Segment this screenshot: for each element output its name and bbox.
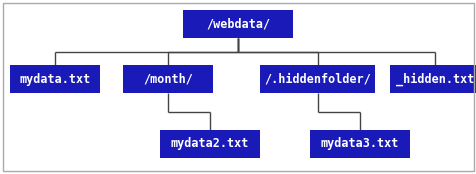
- Text: /.hiddenfolder/: /.hiddenfolder/: [264, 73, 371, 85]
- Text: /month/: /month/: [143, 73, 192, 85]
- FancyBboxPatch shape: [159, 130, 259, 158]
- Text: /webdata/: /webdata/: [206, 18, 269, 30]
- Text: mydata2.txt: mydata2.txt: [170, 137, 248, 151]
- Text: _hidden.txt: _hidden.txt: [395, 72, 473, 86]
- FancyBboxPatch shape: [183, 10, 292, 38]
- FancyBboxPatch shape: [260, 65, 375, 93]
- FancyBboxPatch shape: [123, 65, 213, 93]
- Text: mydata3.txt: mydata3.txt: [320, 137, 398, 151]
- FancyBboxPatch shape: [10, 65, 100, 93]
- FancyBboxPatch shape: [309, 130, 409, 158]
- Text: mydata.txt: mydata.txt: [20, 73, 90, 85]
- FancyBboxPatch shape: [389, 65, 476, 93]
